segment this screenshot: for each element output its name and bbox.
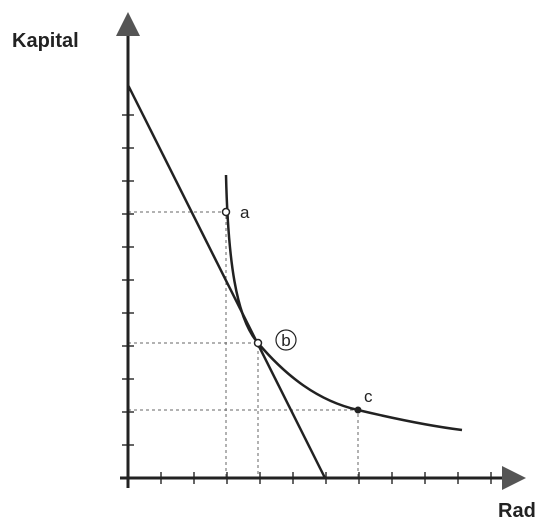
point-label: a	[240, 203, 250, 222]
y-axis-label: Kapital	[12, 30, 79, 52]
ticks	[122, 114, 492, 484]
point-b	[253, 338, 263, 348]
x-axis-arrow	[502, 466, 526, 490]
isoquant-curve	[224, 174, 463, 432]
point-label: c	[364, 387, 373, 406]
guide-c	[128, 409, 359, 478]
point-label: b	[281, 331, 290, 350]
y-axis-arrow	[116, 12, 140, 36]
point-c	[354, 406, 362, 414]
x-axis-label: Rad	[498, 500, 536, 522]
guide-lines	[128, 211, 359, 478]
guide-b	[128, 342, 259, 478]
point-b-ring	[275, 329, 297, 351]
point-a	[221, 207, 231, 217]
isocost-line	[126, 84, 327, 479]
